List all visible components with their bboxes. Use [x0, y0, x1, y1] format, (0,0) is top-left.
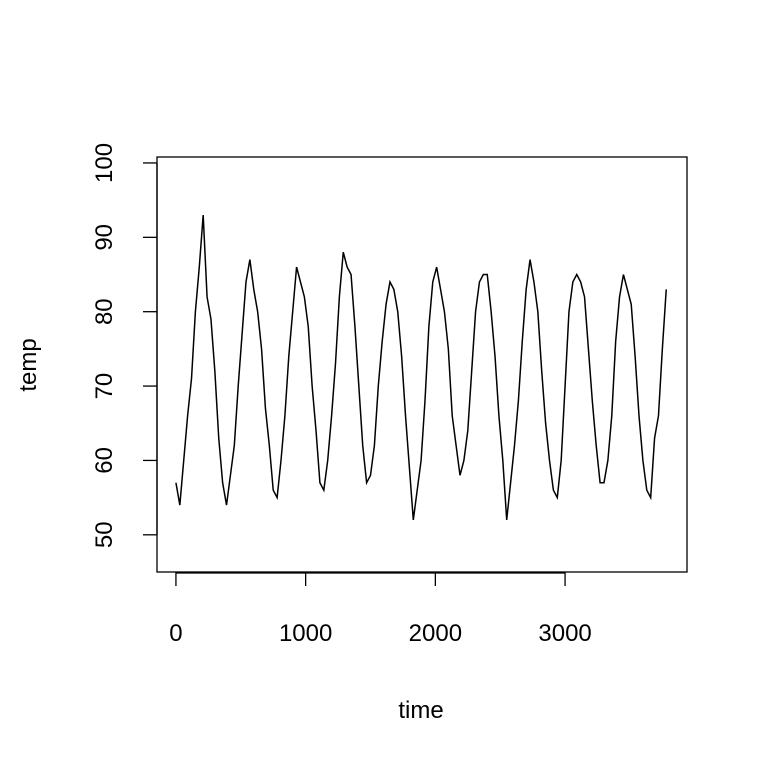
y-tick-label: 50: [91, 521, 118, 548]
y-tick-label: 70: [91, 373, 118, 400]
x-tick-label: 2000: [409, 620, 462, 647]
data-line: [175, 214, 667, 521]
y-axis-label: temp: [15, 338, 42, 391]
y-tick-label: 90: [91, 224, 118, 251]
y-tick-label: 60: [91, 447, 118, 474]
plot-box: [156, 156, 688, 573]
x-tick-label: 0: [169, 620, 182, 647]
x-axis-label: time: [398, 697, 443, 724]
x-tick-label: 3000: [538, 620, 591, 647]
x-tick-label: 1000: [279, 620, 332, 647]
y-tick-label: 100: [91, 143, 118, 183]
y-tick-label: 80: [91, 298, 118, 325]
